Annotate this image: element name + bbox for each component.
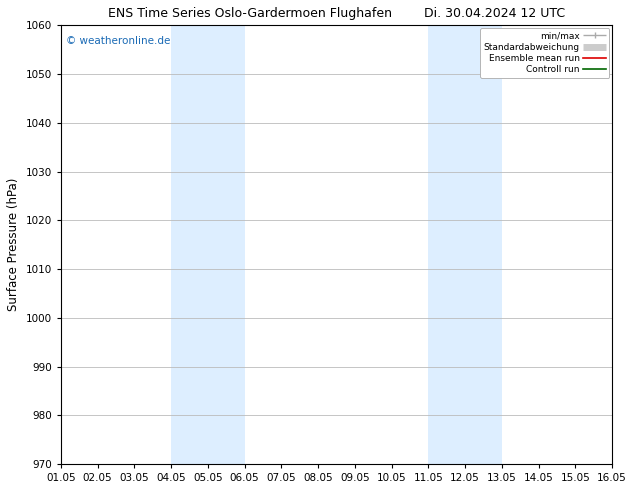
Y-axis label: Surface Pressure (hPa): Surface Pressure (hPa) xyxy=(7,178,20,311)
Bar xyxy=(429,25,502,464)
Title: ENS Time Series Oslo-Gardermoen Flughafen        Di. 30.04.2024 12 UTC: ENS Time Series Oslo-Gardermoen Flughafe… xyxy=(108,7,565,20)
Legend: min/max, Standardabweichung, Ensemble mean run, Controll run: min/max, Standardabweichung, Ensemble me… xyxy=(480,28,609,78)
Text: © weatheronline.de: © weatheronline.de xyxy=(67,36,171,46)
Bar xyxy=(171,25,245,464)
